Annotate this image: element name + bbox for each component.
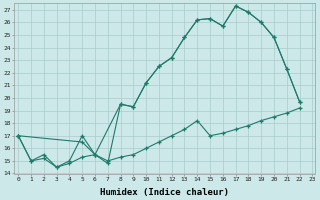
X-axis label: Humidex (Indice chaleur): Humidex (Indice chaleur): [100, 188, 229, 197]
